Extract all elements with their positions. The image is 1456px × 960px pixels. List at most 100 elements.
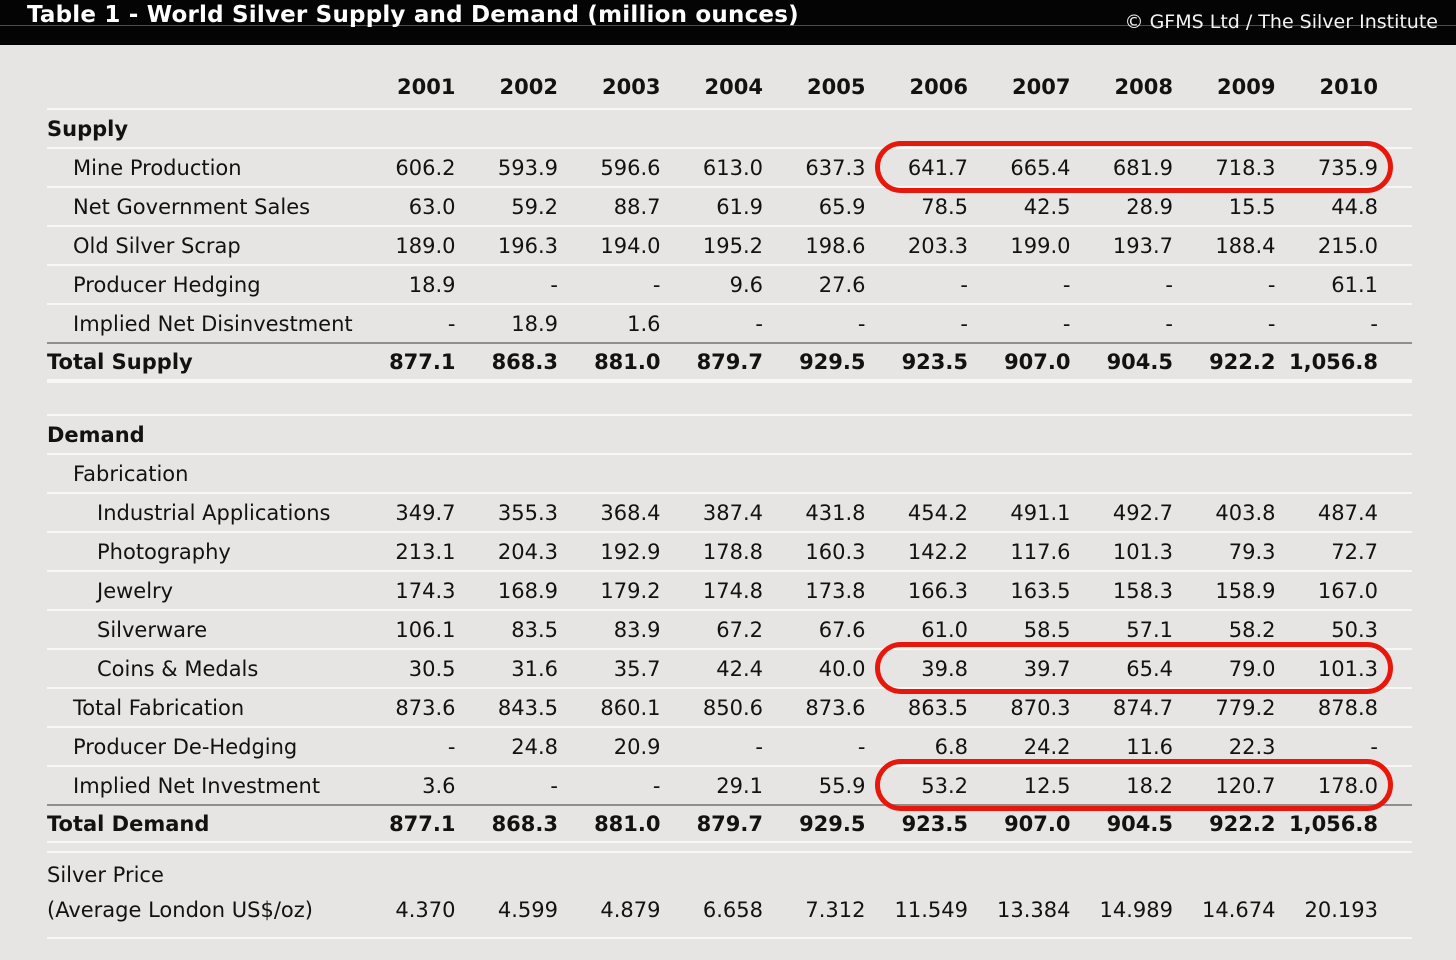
value-cell: -: [550, 272, 558, 297]
value-cell: 593.9: [497, 155, 558, 180]
year-header-cell: 2008: [1114, 75, 1173, 99]
value-cell: 31.6: [511, 656, 558, 681]
value-cell: 65.9: [818, 194, 866, 219]
value-cell: 665.4: [1010, 155, 1071, 180]
section-header-row: Supply: [47, 108, 1412, 147]
table-row: Silverware 106.1 83.5 83.9 67.2 67.6 61.0 58.5 5…: [47, 609, 1412, 648]
value-cell: 40.0: [818, 656, 866, 681]
value-cell: 72.7: [1331, 539, 1378, 564]
value-cell: 198.6: [805, 233, 866, 258]
value-cell: -: [1062, 311, 1071, 336]
value-cell: 873.6: [395, 695, 456, 720]
silver-price-value-cell: 14.674: [1202, 897, 1276, 922]
value-cell: -: [652, 272, 661, 297]
value-cell: 188.4: [1215, 233, 1276, 258]
value-cell: -: [755, 734, 763, 759]
value-cell: 12.5: [1023, 773, 1071, 798]
value-cell: 39.7: [1023, 656, 1071, 681]
year-header-cell: 2004: [704, 75, 763, 99]
table-row: Producer Hedging 18.9 - - 9.6 27.6 - - - - 61.1: [47, 264, 1412, 303]
silver-price-label-line1: Silver Price: [47, 862, 164, 887]
value-cell: 61.1: [1331, 272, 1378, 297]
row-label: Mine Production: [73, 155, 242, 180]
value-cell: 42.4: [716, 656, 763, 681]
value-cell: -: [1267, 272, 1276, 297]
value-cell: 1,056.8: [1288, 811, 1378, 836]
value-cell: 881.0: [594, 811, 661, 836]
value-cell: 192.9: [600, 539, 661, 564]
value-cell: 117.6: [1010, 539, 1071, 564]
page-title: Table 1 - World Silver Supply and Demand…: [27, 2, 799, 28]
value-cell: 173.8: [805, 578, 866, 603]
value-cell: -: [960, 311, 968, 336]
value-cell: 613.0: [702, 155, 763, 180]
table-row: Old Silver Scrap 189.0 196.3 194.0 195.2 198.…: [47, 225, 1412, 264]
year-header-cell: 2003: [602, 75, 661, 99]
value-cell: 166.3: [907, 578, 968, 603]
row-label: Industrial Applications: [97, 500, 331, 525]
value-cell: 387.4: [702, 500, 763, 525]
value-cell: 67.2: [716, 617, 763, 642]
year-header-cell: 2002: [499, 75, 558, 99]
value-cell: 142.2: [907, 539, 968, 564]
year-header-cell: 2009: [1217, 75, 1276, 99]
value-cell: 15.5: [1228, 194, 1276, 219]
value-cell: 735.9: [1317, 155, 1378, 180]
supply-demand-table: 2001 2002 2003 2004 2005 2006 2007 2008 2009 2010…: [47, 66, 1412, 939]
value-cell: 88.7: [613, 194, 661, 219]
silver-price-value-cell: 7.312: [805, 897, 866, 922]
value-cell: 160.3: [805, 539, 866, 564]
value-cell: -: [1165, 272, 1173, 297]
value-cell: 929.5: [799, 811, 866, 836]
value-cell: 29.1: [716, 773, 763, 798]
value-cell: 178.0: [1317, 773, 1378, 798]
value-cell: 870.3: [1010, 695, 1071, 720]
value-cell: -: [447, 311, 456, 336]
value-cell: 101.3: [1317, 656, 1378, 681]
value-cell: 35.7: [613, 656, 661, 681]
year-header-cell: 2005: [807, 75, 866, 99]
value-cell: 874.7: [1112, 695, 1173, 720]
value-cell: -: [1267, 311, 1276, 336]
value-cell: 877.1: [389, 349, 456, 374]
value-cell: 922.2: [1209, 349, 1276, 374]
value-cell: 213.1: [395, 539, 456, 564]
value-cell: 120.7: [1215, 773, 1276, 798]
value-cell: -: [960, 272, 968, 297]
value-cell: 174.8: [702, 578, 763, 603]
value-cell: 39.8: [921, 656, 968, 681]
year-header-cell: 2001: [397, 75, 456, 99]
value-cell: 860.1: [600, 695, 661, 720]
value-cell: 1.6: [627, 311, 661, 336]
table-row: Implied Net Disinvestment - 18.9 1.6 - - - - - - -: [47, 303, 1412, 342]
table-row: Fabrication: [47, 453, 1412, 492]
value-cell: 189.0: [395, 233, 456, 258]
value-cell: 1,056.8: [1288, 349, 1378, 374]
row-label: Coins & Medals: [97, 656, 259, 681]
value-cell: 681.9: [1112, 155, 1173, 180]
value-cell: 57.1: [1126, 617, 1173, 642]
silver-price-value-cell: 11.549: [894, 897, 968, 922]
value-cell: 174.3: [395, 578, 456, 603]
value-cell: 907.0: [1004, 349, 1071, 374]
value-cell: 596.6: [600, 155, 661, 180]
value-cell: 877.1: [389, 811, 456, 836]
row-label: Net Government Sales: [73, 194, 311, 219]
value-cell: -: [1370, 311, 1378, 336]
row-label: Producer De-Hedging: [73, 734, 298, 759]
value-cell: 101.3: [1112, 539, 1173, 564]
value-cell: 843.5: [497, 695, 558, 720]
row-label: Jewelry: [97, 578, 174, 603]
row-label: Silverware: [97, 617, 208, 642]
value-cell: 65.4: [1126, 656, 1173, 681]
value-cell: 878.8: [1317, 695, 1378, 720]
value-cell: 83.9: [613, 617, 661, 642]
value-cell: 67.6: [818, 617, 866, 642]
value-cell: 11.6: [1126, 734, 1173, 759]
table-row: Mine Production 606.2 593.9 596.6 613.0 637.3…: [47, 141, 1412, 193]
value-cell: 431.8: [805, 500, 866, 525]
row-label: Fabrication: [73, 461, 189, 486]
silver-price-value-cell: 4.879: [600, 897, 661, 922]
value-cell: 167.0: [1317, 578, 1378, 603]
table-row: Total Fabrication 873.6 843.5 860.1 850.6 873…: [47, 687, 1412, 726]
